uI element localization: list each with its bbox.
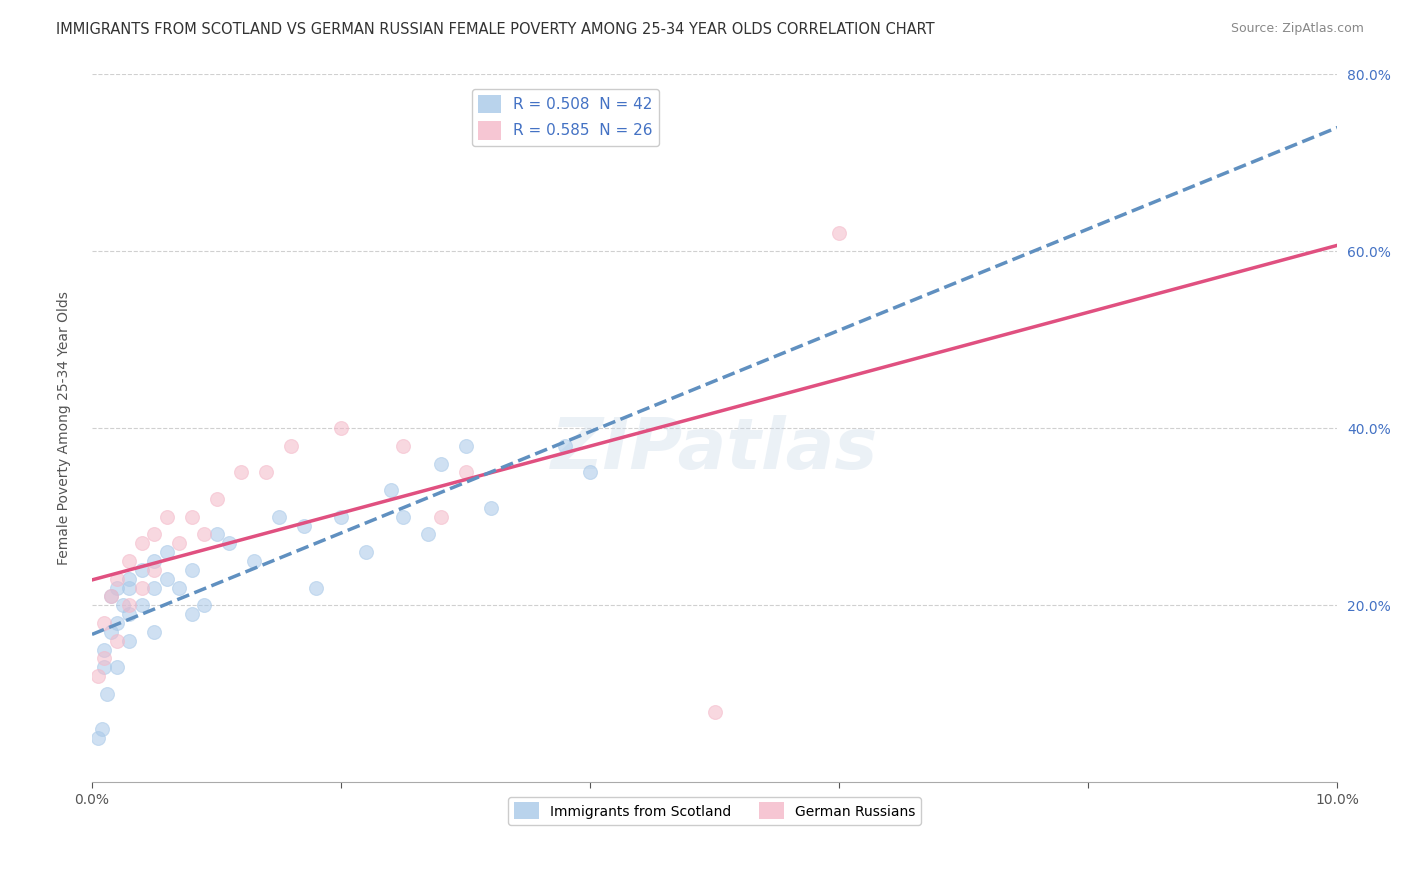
Point <box>579 466 602 480</box>
Point <box>167 536 190 550</box>
Point <box>193 599 215 613</box>
Point <box>180 563 202 577</box>
Point <box>180 509 202 524</box>
Point <box>118 599 141 613</box>
Point <box>554 439 576 453</box>
Point <box>105 660 128 674</box>
Point <box>118 554 141 568</box>
Point <box>143 563 166 577</box>
Point <box>93 660 115 674</box>
Point <box>105 633 128 648</box>
Point <box>292 518 315 533</box>
Point <box>118 581 141 595</box>
Point <box>93 651 115 665</box>
Point <box>305 581 328 595</box>
Point <box>267 509 290 524</box>
Point <box>231 466 253 480</box>
Text: Source: ZipAtlas.com: Source: ZipAtlas.com <box>1230 22 1364 36</box>
Point <box>93 615 115 630</box>
Point <box>205 491 228 506</box>
Point <box>167 581 190 595</box>
Text: IMMIGRANTS FROM SCOTLAND VS GERMAN RUSSIAN FEMALE POVERTY AMONG 25-34 YEAR OLDS : IMMIGRANTS FROM SCOTLAND VS GERMAN RUSSI… <box>56 22 935 37</box>
Point <box>205 527 228 541</box>
Point <box>156 509 179 524</box>
Point <box>454 439 477 453</box>
Point <box>143 527 166 541</box>
Point <box>429 509 451 524</box>
Point <box>91 723 114 737</box>
Point <box>330 421 353 435</box>
Point <box>418 527 440 541</box>
Point <box>193 527 215 541</box>
Point <box>105 615 128 630</box>
Point <box>143 554 166 568</box>
Point <box>392 509 415 524</box>
Point <box>254 466 277 480</box>
Point <box>100 590 122 604</box>
Point <box>380 483 402 498</box>
Point <box>479 500 502 515</box>
Point <box>87 731 110 745</box>
Point <box>118 607 141 621</box>
Point <box>280 439 302 453</box>
Point <box>703 705 725 719</box>
Point <box>131 536 153 550</box>
Y-axis label: Female Poverty Among 25-34 Year Olds: Female Poverty Among 25-34 Year Olds <box>58 292 72 566</box>
Point <box>218 536 240 550</box>
Point <box>143 581 166 595</box>
Point <box>87 669 110 683</box>
Point <box>112 599 135 613</box>
Point <box>143 624 166 639</box>
Point <box>131 581 153 595</box>
Point <box>100 590 122 604</box>
Text: ZIPatlas: ZIPatlas <box>551 415 879 484</box>
Point <box>180 607 202 621</box>
Point <box>828 227 851 241</box>
Legend: Immigrants from Scotland, German Russians: Immigrants from Scotland, German Russian… <box>509 797 921 825</box>
Point <box>131 563 153 577</box>
Point <box>118 633 141 648</box>
Point <box>156 545 179 559</box>
Point <box>96 687 118 701</box>
Point <box>118 572 141 586</box>
Point <box>93 642 115 657</box>
Point <box>156 572 179 586</box>
Point <box>354 545 377 559</box>
Point <box>330 509 353 524</box>
Point <box>105 572 128 586</box>
Point <box>131 599 153 613</box>
Point <box>105 581 128 595</box>
Point <box>392 439 415 453</box>
Point <box>243 554 266 568</box>
Point <box>100 624 122 639</box>
Point <box>454 466 477 480</box>
Point <box>429 457 451 471</box>
